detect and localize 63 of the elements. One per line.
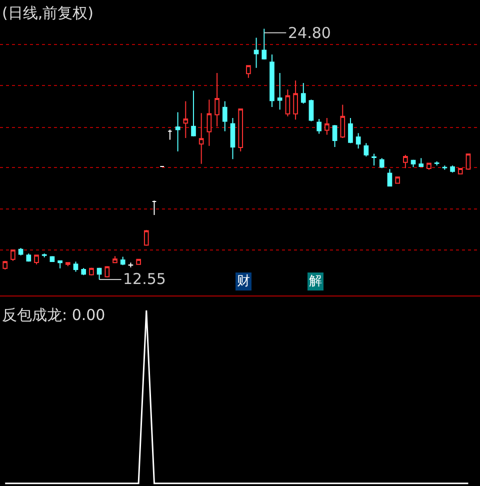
candlestick [104,266,110,278]
annotation: 解 [309,274,322,289]
candlestick [120,256,126,266]
candlestick [89,267,94,276]
candlestick [410,159,416,168]
candlestick [458,168,463,174]
candlestick [198,112,204,164]
candlestick [214,72,220,127]
candlestick [230,118,236,160]
candlestick [238,108,244,152]
candlestick [112,256,118,264]
candlestick [300,82,306,104]
candlestick [466,154,471,170]
candlestick [426,162,432,170]
candlestick [403,154,408,169]
candlestick [2,260,8,270]
candlestick [73,261,78,272]
candlestick [316,118,322,134]
candlestick [379,158,384,169]
candlestick [293,80,298,120]
candlestick [270,54,274,108]
candlestick [58,260,62,269]
candlestick [81,268,86,276]
candlestick [348,118,353,144]
candlestick [332,124,338,148]
candlestick [308,99,314,122]
annotation: 24.80 [288,24,331,42]
candlestick [96,267,102,280]
candlestick [387,168,392,188]
chart-title: 反包成龙: 0.00 [2,306,106,324]
annotation: 财 [237,274,250,289]
candlestick [262,28,267,60]
candlestick [364,142,369,157]
candlestick [191,90,196,137]
candlestick [434,160,440,166]
candlestick [372,153,376,166]
candlestick [324,118,330,136]
candlestick [246,65,251,78]
candlestick [254,37,259,68]
candlestick [136,258,141,265]
candlestick [144,229,149,246]
candlestick [222,100,228,132]
candlestick [277,72,282,110]
annotation: 12.55 [123,270,166,288]
candlestick [42,252,47,258]
candlestick [450,164,455,173]
candlestick [34,254,39,265]
candlestick [128,262,134,268]
candlestick [356,132,361,149]
candlestick [206,99,212,146]
candlestick [340,104,346,139]
candlestick [418,158,424,168]
candlestick [285,89,290,117]
candlestick [65,262,70,267]
candlestick [10,250,16,262]
candlestick [26,252,32,262]
chart-title: (日线,前复权) [2,4,94,22]
candlestick [183,100,188,139]
candlestick [175,112,180,152]
candlestick [18,247,24,256]
candlestick [395,176,400,184]
candlestick [152,200,157,216]
candlestick [168,129,172,140]
